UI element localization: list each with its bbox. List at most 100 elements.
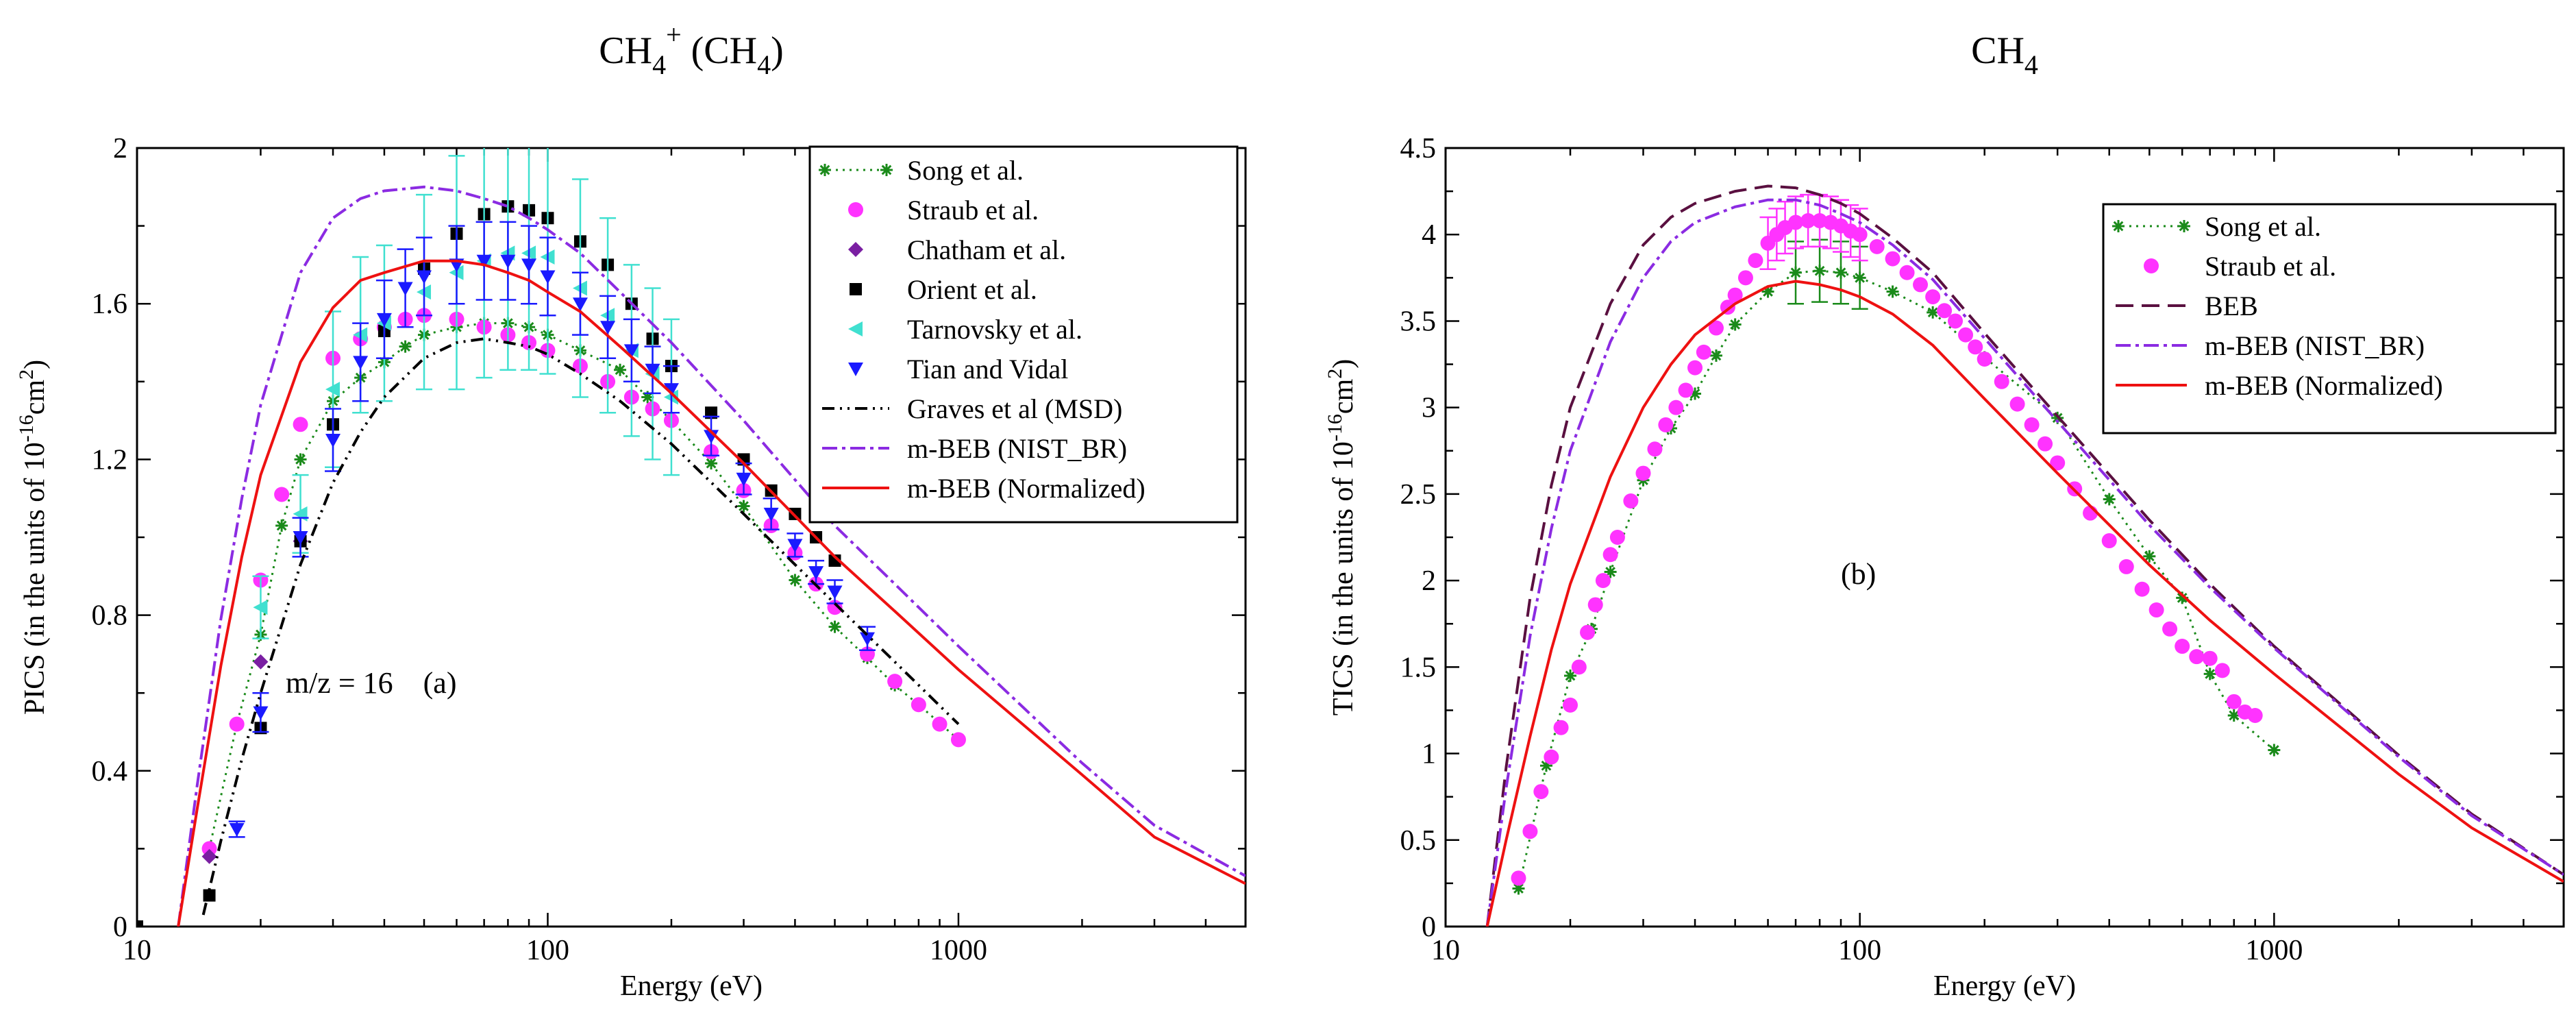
data-point [2101, 533, 2117, 549]
y-axis-label-part: ) [1328, 359, 1359, 369]
data-point [325, 382, 340, 397]
data-point [828, 620, 841, 633]
data-point [2118, 559, 2134, 574]
data-point [2226, 694, 2242, 709]
star-stroke [1711, 350, 1722, 361]
star-stroke [1835, 267, 1846, 278]
data-point [1968, 339, 1983, 355]
y-axis-label-part: cm [1328, 378, 1359, 414]
series-line-m-beb-normalized [177, 259, 1246, 927]
y-tick-label: 2.5 [1400, 479, 1437, 511]
data-point [325, 434, 341, 448]
legend-label: Straub et al. [907, 195, 1039, 225]
chart-title-part: ) [771, 29, 784, 72]
data-point [1852, 227, 1868, 243]
legend-item: Chatham et al. [848, 234, 1066, 265]
data-point [1609, 530, 1625, 545]
data-point [1789, 266, 1803, 279]
data-point [353, 356, 369, 370]
y-axis-label-part: ) [19, 360, 51, 369]
data-point [2103, 493, 2116, 506]
data-point [417, 270, 432, 284]
data-point [1925, 289, 1941, 305]
star-stroke [1763, 286, 1773, 297]
star-stroke [830, 622, 840, 633]
data-point [1511, 870, 1526, 886]
data-point [705, 457, 718, 470]
y-tick-label: 0 [1422, 911, 1436, 943]
data-point [1678, 382, 1694, 398]
data-point [521, 258, 537, 273]
star-stroke [1513, 883, 1524, 894]
data-point [737, 500, 750, 513]
x-tick-label: 1000 [930, 935, 987, 966]
x-axis-label: Energy (eV) [1933, 970, 2076, 1002]
data-point [1886, 285, 1899, 298]
legend-item: Tarnovsky et al. [848, 314, 1082, 345]
data-point [808, 566, 824, 580]
star-stroke [2268, 745, 2279, 755]
series-line-graves-et-al-msd [201, 337, 960, 916]
data-point [828, 554, 841, 567]
y-tick-label: 0 [113, 911, 127, 943]
legend-item: Tian and Vidal [848, 354, 1068, 384]
data-point [789, 574, 802, 587]
y-axis-label-part: -16 [1324, 414, 1346, 441]
data-point [500, 254, 516, 269]
data-point [887, 674, 903, 689]
x-tick-label: 100 [526, 935, 569, 966]
data-point [1737, 270, 1753, 286]
data-point [2038, 436, 2053, 452]
y-tick-label: 2 [1422, 565, 1436, 597]
chart-title-part: CH [599, 29, 652, 72]
legend-label: Tarnovsky et al. [907, 314, 1082, 345]
chart-title-part: 4 [652, 49, 666, 80]
data-point [2189, 649, 2205, 665]
data-point [540, 270, 556, 284]
star-stroke [295, 454, 306, 465]
legend-item: Orient et al. [850, 274, 1037, 305]
series-line-m-beb-nist-br [177, 185, 1246, 927]
data-point [850, 283, 862, 295]
data-point [1563, 697, 1578, 713]
legend-item: m-BEB (NIST_BR) [2116, 330, 2425, 361]
data-point [950, 732, 966, 748]
x-tick-label: 1000 [2245, 935, 2303, 966]
data-point [827, 585, 843, 600]
x-tick-label: 10 [123, 935, 151, 966]
y-axis-label: TICS (in the units of 10-16cm2) [1324, 359, 1359, 715]
data-point [274, 487, 290, 502]
data-point [203, 889, 216, 902]
series-line-beb [1485, 184, 2564, 927]
plot-area [1485, 184, 2564, 927]
data-point [1853, 271, 1866, 284]
data-point [229, 823, 245, 837]
legend-item: BEB [2116, 291, 2258, 321]
y-axis-label-part: TICS (in the units of 10 [1328, 441, 1359, 715]
y-axis-label-part: 2 [15, 369, 38, 380]
data-point [1885, 251, 1900, 267]
data-point [1668, 400, 1684, 415]
y-tick-label: 1.2 [92, 444, 128, 476]
data-point [399, 340, 412, 353]
data-point [137, 920, 143, 927]
data-point [201, 841, 217, 857]
data-point [1553, 720, 1569, 735]
data-point [614, 363, 627, 376]
star-stroke [819, 164, 830, 175]
data-point [1958, 327, 1974, 343]
data-point [2009, 396, 2025, 412]
data-point [819, 164, 831, 176]
y-tick-label: 1 [1422, 739, 1436, 770]
star-stroke [790, 575, 800, 585]
star-stroke [1855, 272, 1866, 283]
data-point [1937, 303, 1953, 319]
legend-label: Orient et al. [907, 274, 1037, 305]
legend-label: m-BEB (Normalized) [2205, 370, 2443, 401]
data-point [293, 417, 308, 432]
data-point [645, 363, 660, 378]
data-point [1927, 306, 1940, 319]
data-point [1913, 277, 1929, 293]
data-point [1564, 669, 1577, 682]
